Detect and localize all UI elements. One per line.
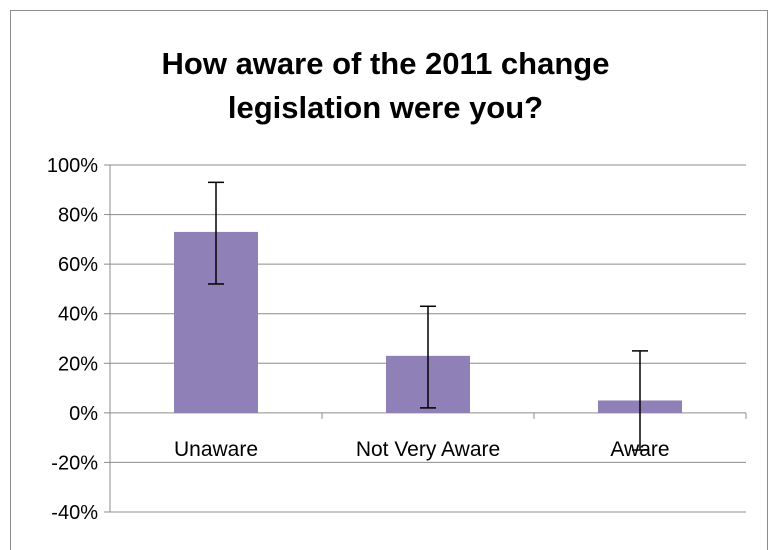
x-category-label: Unaware: [174, 438, 258, 461]
x-category-label: Not Very Aware: [356, 438, 500, 461]
chart-title: How aware of the 2011 change legislation…: [0, 42, 771, 130]
y-tick-label: 80%: [58, 205, 98, 227]
y-tick-label: 20%: [58, 353, 98, 375]
chart-frame: [10, 10, 768, 550]
y-tick-label: 0%: [69, 403, 98, 425]
y-tick-label: -20%: [51, 452, 98, 474]
chart-title-line-2: legislation were you?: [227, 90, 544, 125]
y-tick-label: -40%: [51, 502, 98, 524]
chart-title-line-1: How aware of the 2011 change: [161, 46, 610, 81]
x-category-label: Aware: [610, 438, 669, 461]
y-tick-label: 100%: [47, 155, 98, 177]
y-tick-label: 60%: [58, 254, 98, 276]
y-tick-label: 40%: [58, 304, 98, 326]
